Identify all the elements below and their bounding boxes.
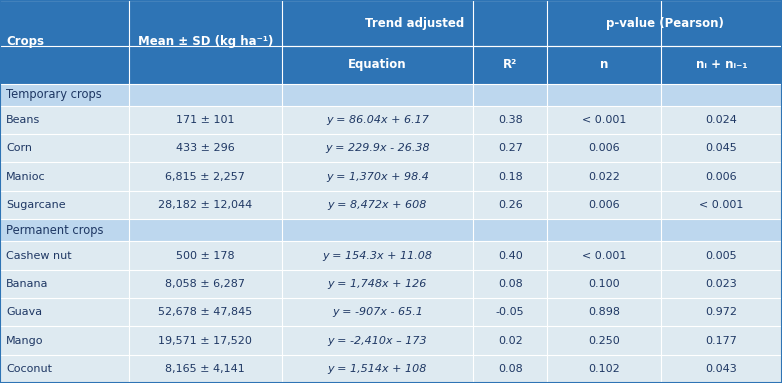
Text: Sugarcane: Sugarcane bbox=[6, 200, 66, 210]
Text: R²: R² bbox=[503, 58, 518, 71]
Text: 171 ± 101: 171 ± 101 bbox=[176, 115, 235, 125]
Text: 19,571 ± 17,520: 19,571 ± 17,520 bbox=[158, 336, 253, 345]
Text: 0.045: 0.045 bbox=[705, 143, 737, 153]
Bar bbox=[0, 106, 782, 134]
Bar bbox=[0, 219, 782, 241]
Text: Cashew nut: Cashew nut bbox=[6, 250, 72, 260]
Bar bbox=[0, 355, 782, 383]
Text: 0.024: 0.024 bbox=[705, 115, 737, 125]
Text: Mango: Mango bbox=[6, 336, 44, 345]
Bar bbox=[0, 83, 782, 106]
Text: 0.40: 0.40 bbox=[498, 250, 522, 260]
Bar bbox=[0, 134, 782, 162]
Text: 52,678 ± 47,845: 52,678 ± 47,845 bbox=[158, 307, 253, 317]
Text: 0.26: 0.26 bbox=[498, 200, 522, 210]
Text: 0.177: 0.177 bbox=[705, 336, 737, 345]
Text: 433 ± 296: 433 ± 296 bbox=[176, 143, 235, 153]
Text: y = 1,514x + 108: y = 1,514x + 108 bbox=[328, 364, 427, 374]
Text: Corn: Corn bbox=[6, 143, 32, 153]
Text: Permanent crops: Permanent crops bbox=[6, 224, 103, 237]
Text: y = 229.9x - 26.38: y = 229.9x - 26.38 bbox=[325, 143, 429, 153]
Bar bbox=[472, 0, 474, 46]
Text: 0.102: 0.102 bbox=[588, 364, 620, 374]
Text: 8,165 ± 4,141: 8,165 ± 4,141 bbox=[166, 364, 245, 374]
Text: Mean ± SD (kg ha⁻¹): Mean ± SD (kg ha⁻¹) bbox=[138, 35, 273, 48]
Text: Equation: Equation bbox=[348, 58, 407, 71]
Text: 0.38: 0.38 bbox=[498, 115, 522, 125]
Bar bbox=[0, 298, 782, 326]
Text: Beans: Beans bbox=[6, 115, 40, 125]
Text: y = 1,370x + 98.4: y = 1,370x + 98.4 bbox=[326, 172, 429, 182]
Text: 0.08: 0.08 bbox=[498, 364, 522, 374]
Text: 0.972: 0.972 bbox=[705, 307, 737, 317]
Text: 6,815 ± 2,257: 6,815 ± 2,257 bbox=[165, 172, 246, 182]
Text: Crops: Crops bbox=[6, 35, 44, 48]
Bar bbox=[0, 0, 782, 83]
Text: 0.250: 0.250 bbox=[588, 336, 620, 345]
Text: -0.05: -0.05 bbox=[496, 307, 525, 317]
Text: nᵢ + nᵢ₋₁: nᵢ + nᵢ₋₁ bbox=[696, 58, 747, 71]
Text: 0.27: 0.27 bbox=[498, 143, 522, 153]
Text: 0.005: 0.005 bbox=[705, 250, 737, 260]
Text: < 0.001: < 0.001 bbox=[582, 250, 626, 260]
Bar bbox=[0, 191, 782, 219]
Text: 0.02: 0.02 bbox=[498, 336, 522, 345]
Text: Manioc: Manioc bbox=[6, 172, 45, 182]
Text: n: n bbox=[600, 58, 608, 71]
Text: Temporary crops: Temporary crops bbox=[6, 88, 102, 101]
Bar bbox=[0, 162, 782, 191]
Text: 0.100: 0.100 bbox=[588, 279, 620, 289]
Bar bbox=[0, 270, 782, 298]
Text: Coconut: Coconut bbox=[6, 364, 52, 374]
Text: 28,182 ± 12,044: 28,182 ± 12,044 bbox=[158, 200, 253, 210]
Text: Guava: Guava bbox=[6, 307, 42, 317]
Text: 0.023: 0.023 bbox=[705, 279, 737, 289]
Text: 0.006: 0.006 bbox=[588, 200, 620, 210]
Bar bbox=[660, 0, 662, 46]
Text: y = 154.3x + 11.08: y = 154.3x + 11.08 bbox=[322, 250, 432, 260]
Text: 0.898: 0.898 bbox=[588, 307, 620, 317]
Text: y = 86.04x + 6.17: y = 86.04x + 6.17 bbox=[326, 115, 429, 125]
Text: 0.006: 0.006 bbox=[588, 143, 620, 153]
Text: y = 1,748x + 126: y = 1,748x + 126 bbox=[328, 279, 427, 289]
Text: 0.18: 0.18 bbox=[498, 172, 522, 182]
Bar bbox=[0, 241, 782, 270]
Text: y = -2,410x – 173: y = -2,410x – 173 bbox=[328, 336, 427, 345]
Text: 0.043: 0.043 bbox=[705, 364, 737, 374]
Text: < 0.001: < 0.001 bbox=[582, 115, 626, 125]
Text: 0.006: 0.006 bbox=[705, 172, 737, 182]
Text: 0.08: 0.08 bbox=[498, 279, 522, 289]
Text: y = 8,472x + 608: y = 8,472x + 608 bbox=[328, 200, 427, 210]
Text: 0.022: 0.022 bbox=[588, 172, 620, 182]
Text: p-value (Pearson): p-value (Pearson) bbox=[606, 16, 723, 29]
Text: 8,058 ± 6,287: 8,058 ± 6,287 bbox=[165, 279, 246, 289]
Text: < 0.001: < 0.001 bbox=[699, 200, 744, 210]
Text: Trend adjusted: Trend adjusted bbox=[365, 16, 464, 29]
Text: 500 ± 178: 500 ± 178 bbox=[176, 250, 235, 260]
Text: Banana: Banana bbox=[6, 279, 48, 289]
Bar bbox=[0, 326, 782, 355]
Text: y = -907x - 65.1: y = -907x - 65.1 bbox=[332, 307, 423, 317]
